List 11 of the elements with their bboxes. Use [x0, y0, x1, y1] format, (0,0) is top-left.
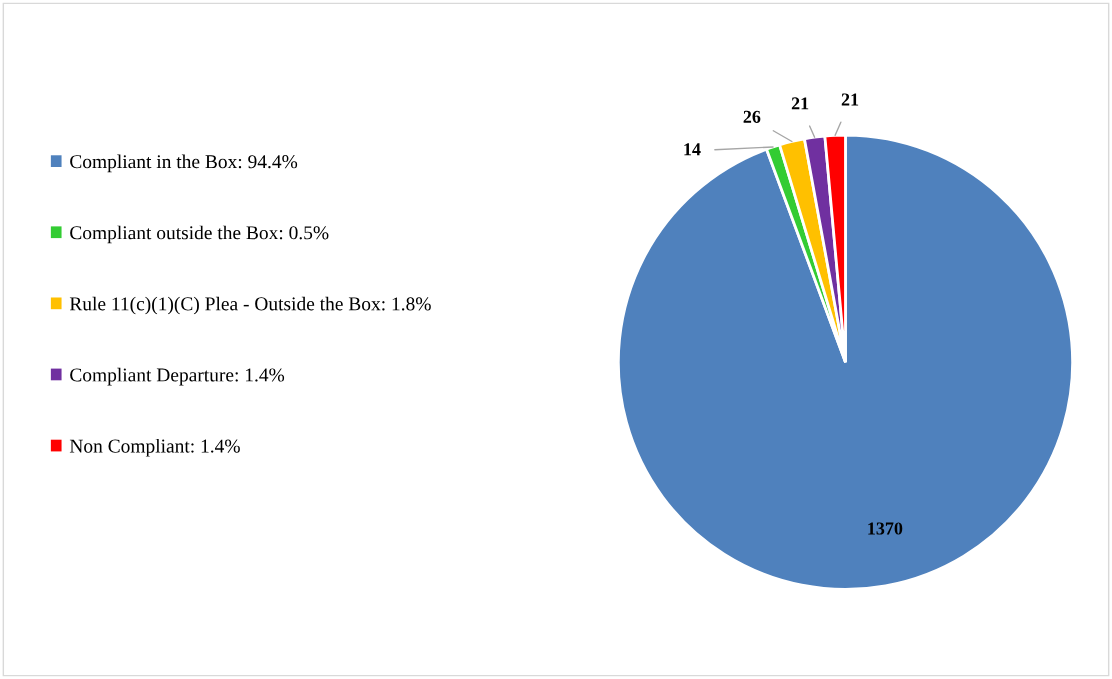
data-label: 14 — [684, 143, 701, 156]
legend-label: Compliant Departure: 1.4% — [70, 367, 285, 386]
legend-label: Compliant outside the Box: 0.5% — [70, 225, 329, 244]
data-label: 26 — [743, 110, 761, 123]
legend-label: Compliant in the Box: 94.4% — [70, 154, 298, 173]
legend-label: Rule 11(c)(1)(C) Plea - Outside the Box: 1.8% — [69, 296, 431, 315]
data-label: 21 — [791, 97, 809, 110]
pie-slice — [616, 133, 1074, 591]
data-label: 21 — [841, 93, 859, 106]
data-label: 1370 — [868, 522, 903, 535]
legend-label: Non Compliant: 1.4% — [69, 438, 240, 457]
